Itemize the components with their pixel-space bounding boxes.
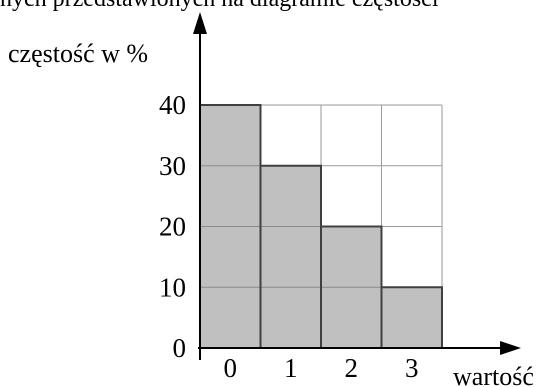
axes [193,12,521,360]
x-tick-label: 2 [345,353,359,383]
y-tick-label: 10 [159,272,186,302]
x-tick-label: 3 [405,353,419,383]
x-axis-label: wartość [453,362,534,387]
bar-3 [380,286,443,349]
y-tick-label: 0 [173,333,187,363]
y-tick-label: 20 [159,212,186,242]
bar-1 [259,164,322,349]
y-axis-arrow-icon [193,12,207,34]
x-axis-arrow-icon [500,341,521,355]
top-caption: nych przedstawionych na diagramie często… [0,0,556,13]
y-tick-label: 30 [159,151,186,181]
x-tick-label: 0 [224,353,238,383]
tick-labels: 0 10 20 30 40 0 1 2 3 [159,90,419,383]
y-axis-label: częstość w % [8,39,148,68]
x-tick-label: 1 [284,353,298,383]
y-tick-label: 40 [159,90,186,120]
